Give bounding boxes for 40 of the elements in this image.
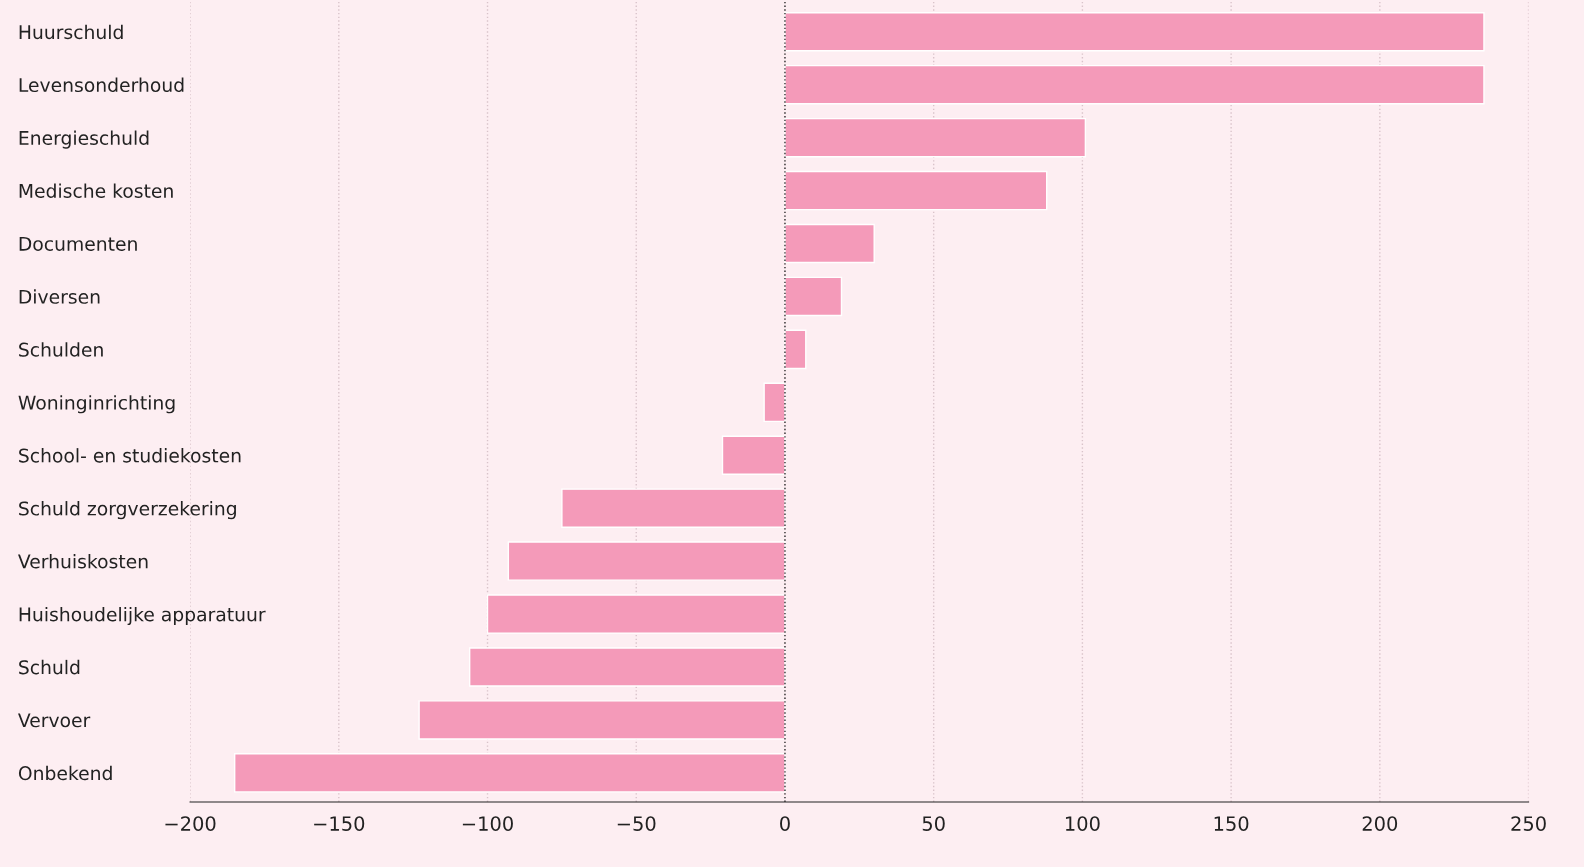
y-tick-label: Schulden [19, 342, 103, 357]
x-tick-label: 250 [1511, 816, 1546, 831]
y-tick-label: Medische kosten [19, 183, 173, 198]
x-tick-label: −100 [462, 816, 513, 831]
bar [784, 12, 1485, 52]
bar [784, 117, 1087, 158]
x-tick-label: −50 [617, 816, 656, 831]
bar [721, 435, 786, 475]
x-tick-label: −200 [165, 816, 216, 831]
y-tick-label: Woninginrichting [18, 395, 175, 414]
bar [561, 488, 786, 528]
y-tick-label: Levensonderhoud [19, 77, 184, 93]
bar [784, 223, 875, 264]
y-tick-label: Vervoer [18, 713, 91, 728]
bar [507, 541, 786, 581]
y-tick-label: Huurschuld [19, 24, 123, 40]
bar [784, 170, 1048, 211]
y-tick-label: Onbekend [18, 765, 112, 781]
y-tick-label: Huishoudelijke apparatuur [19, 606, 266, 626]
bar [784, 329, 807, 370]
bar [784, 64, 1485, 105]
x-tick-label: 0 [780, 816, 790, 831]
x-tick-label: 150 [1214, 816, 1249, 831]
bar [234, 753, 786, 793]
y-tick-label: Diversen [19, 289, 100, 304]
x-tick-label: 100 [1065, 816, 1100, 831]
x-tick-label: 200 [1362, 816, 1398, 831]
x-tick-label: −150 [314, 816, 365, 831]
y-tick-label: Documenten [19, 236, 137, 251]
bar [784, 276, 843, 317]
y-tick-label: School- en studiekosten [19, 448, 241, 463]
y-tick-label: Verhuiskosten [18, 553, 148, 569]
bar [468, 647, 786, 687]
y-tick-label: Schuld [19, 659, 80, 675]
y-tick-label: Schuld zorgverzekering [19, 501, 236, 520]
x-tick-label: 50 [922, 816, 945, 831]
bar [418, 700, 786, 740]
bar [486, 594, 786, 634]
y-tick-label: Energieschuld [19, 130, 149, 149]
bar [763, 382, 786, 423]
